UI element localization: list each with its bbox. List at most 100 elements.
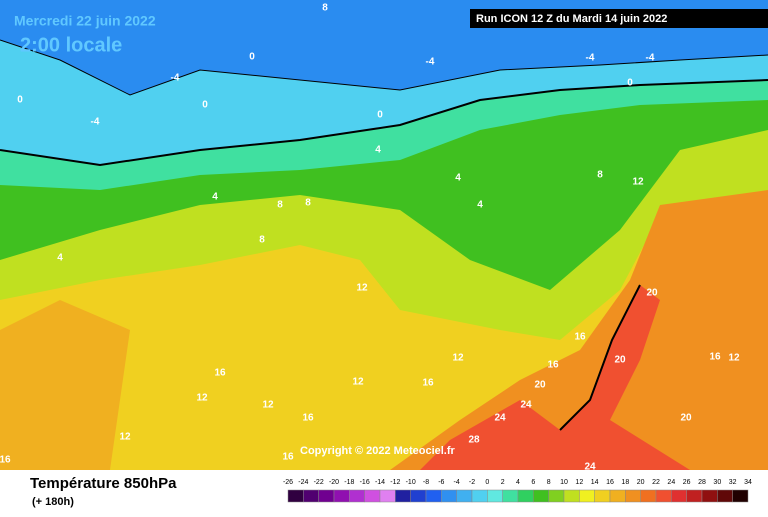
run-box (470, 9, 768, 28)
contour-label: 20 (646, 288, 658, 299)
contour-label: -4 (171, 73, 180, 84)
colorbar-swatch (364, 489, 381, 503)
isotherm (0, 79, 768, 167)
copyright: Copyright © 2022 Meteociel.fr (300, 445, 456, 457)
colorbar-tick-label: 20 (637, 479, 645, 486)
colorbar-swatch (548, 489, 565, 503)
map (0, 0, 768, 470)
contour-label: 20 (680, 413, 692, 424)
colorbar-swatch (487, 489, 503, 503)
colorbar-swatch (594, 489, 611, 503)
contour-label: 8 (259, 235, 265, 246)
colorbar-tick-label: 32 (729, 479, 737, 486)
contour-label: 12 (356, 283, 368, 294)
colorbar-tick-label: -6 (438, 479, 444, 486)
map-time: 2:00 locale (20, 34, 122, 56)
colorbar-swatch (318, 489, 335, 503)
colorbar-swatch (395, 489, 411, 503)
map-zone (420, 285, 690, 470)
colorbar-tick-label: 26 (683, 479, 691, 486)
contour-label: 4 (57, 253, 63, 264)
colorbar-tick-label: -2 (469, 479, 475, 486)
isotherm (559, 284, 641, 431)
colorbar-tick-label: 12 (575, 479, 583, 486)
contour-label: 20 (614, 355, 626, 366)
colorbar-swatch (517, 489, 534, 503)
contour-label: -4 (646, 53, 655, 64)
map-labels: 8 -4 0 -4 0 -4 -4 0 -4 0 0 4 4 8 8 4 4 8 12 8 4 12 16 12 12 16 12 1… (0, 3, 740, 473)
colorbar-swatch (609, 489, 626, 503)
footer-title: Température 850hPa (30, 475, 177, 492)
colorbar-swatch (379, 489, 396, 503)
colorbar-swatch (671, 489, 687, 503)
contour-label: 0 (249, 52, 255, 63)
contour-label: 12 (196, 393, 208, 404)
colorbar-tick-label: 22 (652, 479, 660, 486)
contour-label: 0 (202, 100, 208, 111)
isotherm (0, 39, 768, 96)
contour-label: 24 (494, 413, 506, 424)
contour-label: 0 (627, 78, 633, 89)
run-label: Run ICON 12 Z du Mardi 14 juin 2022 (476, 13, 667, 25)
colorbar-tick-label: -16 (360, 479, 370, 486)
colorbar-swatch (349, 489, 365, 503)
colorbar-tick-label: 30 (713, 479, 721, 486)
colorbar-tick-label: 28 (698, 479, 706, 486)
colorbar-tick-label: -10 (406, 479, 416, 486)
contour-label: -4 (426, 57, 435, 68)
colorbar-tick-label: -26 (283, 479, 293, 486)
contour-label: 16 (547, 360, 559, 371)
contour-label: 8 (597, 170, 603, 181)
colorbar-tick-label: -4 (454, 479, 460, 486)
contour-label: 4 (212, 192, 218, 203)
contour-label: 20 (534, 380, 546, 391)
colorbar-tick-label: 14 (591, 479, 599, 486)
contour-label: 4 (375, 145, 381, 156)
colorbar-swatch (686, 489, 703, 503)
colorbar-tick-label: -18 (344, 479, 354, 486)
contour-label: 16 (574, 332, 586, 343)
contour-label: 16 (302, 413, 314, 424)
colorbar-swatch (333, 489, 350, 503)
colorbar-swatch (533, 489, 549, 503)
contour-label: 16 (214, 368, 226, 379)
contour-label: 12 (352, 377, 364, 388)
contour-label: 0 (377, 110, 383, 121)
colorbar-tick-label: -20 (329, 479, 339, 486)
map-zone (0, 300, 130, 470)
colorbar-tick-label: 16 (606, 479, 614, 486)
colorbar-swatch (579, 489, 595, 503)
colorbar-tick-label: -22 (314, 479, 324, 486)
colorbar-tick-label: -24 (298, 479, 308, 486)
contour-label: 12 (119, 432, 131, 443)
colorbar-swatch (563, 489, 580, 503)
map-date: Mercredi 22 juin 2022 (14, 13, 156, 29)
contour-label: 12 (632, 177, 644, 188)
colorbar-tick-label: 2 (501, 479, 505, 486)
colorbar-tick-label: 18 (621, 479, 629, 486)
contour-label: 4 (455, 173, 461, 184)
contour-label: 24 (584, 462, 596, 473)
colorbar-swatch (456, 489, 473, 503)
contour-label: 28 (468, 435, 480, 446)
contour-label: 12 (452, 353, 464, 364)
contour-label: 0 (17, 95, 23, 106)
contour-label: 16 (282, 452, 294, 463)
colorbar-tick-label: 8 (547, 479, 551, 486)
colorbar-tick-label: 4 (516, 479, 520, 486)
contour-label: 8 (322, 3, 328, 14)
contour-label: 16 (422, 378, 434, 389)
contour-label: 12 (728, 353, 740, 364)
colorbar-tick-label: -8 (423, 479, 429, 486)
colorbar-tick-label: -14 (375, 479, 385, 486)
footer-lead: (+ 180h) (32, 496, 74, 508)
colorbar-swatch (410, 489, 427, 503)
colorbar-tick-label: 24 (667, 479, 675, 486)
colorbar-swatch (655, 489, 672, 503)
colorbar-swatch (717, 489, 733, 503)
colorbar-tick-label: 10 (560, 479, 568, 486)
colorbar-tick-label: 6 (531, 479, 535, 486)
map-zone (390, 190, 768, 470)
contour-label: -4 (91, 117, 100, 128)
